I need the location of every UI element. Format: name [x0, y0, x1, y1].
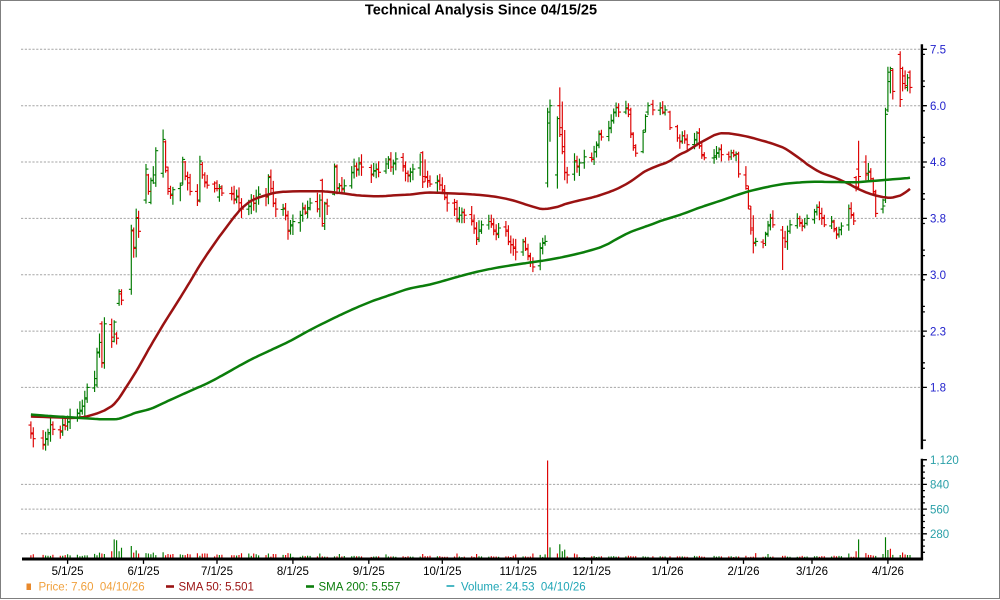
svg-text:9/1/25: 9/1/25	[353, 566, 385, 578]
svg-text:560: 560	[930, 504, 949, 516]
svg-text:280: 280	[930, 529, 949, 541]
svg-text:10/1/25: 10/1/25	[423, 566, 461, 578]
svg-text:2.3: 2.3	[930, 326, 946, 338]
svg-text:Volume: 24.53 04/10/26: Volume: 24.53 04/10/26	[461, 582, 586, 594]
svg-text:12/1/25: 12/1/25	[573, 566, 611, 578]
svg-text:6/1/25: 6/1/25	[128, 566, 160, 578]
svg-text:SMA 50: 5.501: SMA 50: 5.501	[179, 582, 254, 594]
svg-text:Price: 7.60 04/10/26: Price: 7.60 04/10/26	[39, 582, 145, 594]
svg-text:Technical Analysis Since 04/15: Technical Analysis Since 04/15/25	[365, 3, 597, 19]
svg-text:4.8: 4.8	[930, 157, 946, 169]
svg-text:6.0: 6.0	[930, 101, 946, 113]
svg-text:7/1/25: 7/1/25	[201, 566, 233, 578]
svg-text:1.8: 1.8	[930, 383, 946, 395]
svg-text:1/1/26: 1/1/26	[652, 566, 684, 578]
svg-text:840: 840	[930, 480, 949, 492]
svg-text:7.5: 7.5	[930, 45, 946, 57]
svg-text:5/1/25: 5/1/25	[52, 566, 84, 578]
svg-text:3/1/26: 3/1/26	[796, 566, 828, 578]
svg-text:2/1/26: 2/1/26	[728, 566, 760, 578]
svg-text:3.0: 3.0	[930, 270, 946, 282]
svg-text:4/1/26: 4/1/26	[872, 566, 904, 578]
svg-text:8/1/25: 8/1/25	[277, 566, 309, 578]
svg-text:1,120: 1,120	[930, 455, 959, 467]
svg-text:11/1/25: 11/1/25	[499, 566, 537, 578]
svg-text:3.8: 3.8	[930, 214, 946, 226]
svg-text:SMA 200: 5.557: SMA 200: 5.557	[319, 582, 401, 594]
